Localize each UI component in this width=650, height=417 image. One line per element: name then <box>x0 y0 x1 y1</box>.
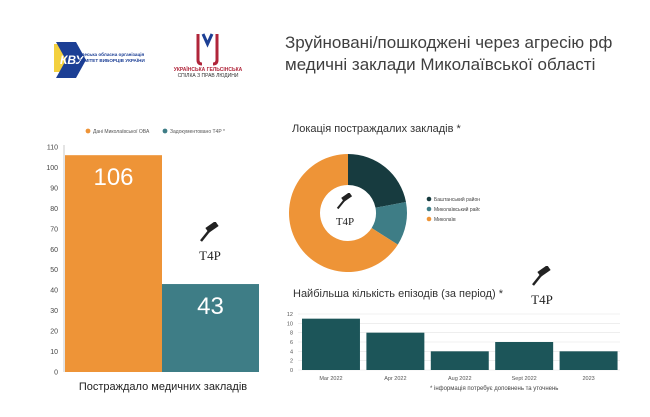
logo1-caption: Одеська обласна організація КОМІТЕТ ВИБО… <box>78 52 168 64</box>
bar-1 <box>65 155 162 372</box>
legend-swatch <box>162 128 168 134</box>
page-title: Зруйновані/пошкоджені через агресію рф м… <box>285 32 635 76</box>
pie-legend-label: Миколаїв <box>434 217 456 223</box>
x-tick-label: Aug 2022 <box>448 376 472 382</box>
logo-blue-shape <box>56 42 86 78</box>
episodes-bar-chart: 0 2 4 6 8 10 12 Mar 2022 Apr 2022 Aug 2022 Sept 20… <box>287 312 620 382</box>
x-tick-label: Mar 2022 <box>319 376 342 382</box>
t4p-label: T4P <box>199 248 221 263</box>
gavel-icon <box>336 192 353 210</box>
y-tick-label: 50 <box>50 267 58 274</box>
logo1-line2: КОМІТЕТ ВИБОРЦІВ УКРАЇНИ <box>78 58 145 63</box>
location-donut-chart: Баштанський район Миколаївський район Мико… <box>289 154 480 272</box>
episode-bar-4 <box>495 342 554 370</box>
pie-chart-title: Локація постраждалих закладів * <box>292 123 461 135</box>
logo1-line1: Одеська обласна організація <box>78 52 145 57</box>
y-tick-label: 0 <box>290 368 293 374</box>
title-line2: медичні заклади Миколаївської області <box>285 55 596 74</box>
y-tick-label: 60 <box>50 247 58 254</box>
x-axis-label: Постраждало медичних закладів <box>79 381 247 393</box>
pie-legend-swatch <box>426 216 432 222</box>
logo2-line1: УКРАЇНСЬКА ГЕЛЬСІНСЬКА <box>173 67 243 73</box>
y-tick-label: 70 <box>50 226 58 233</box>
episode-bar-3 <box>430 351 489 370</box>
y-tick-label: 10 <box>287 321 293 327</box>
t4p-badge-left: T4P <box>190 221 230 263</box>
footnote: * інформація потребує доповнень та уточн… <box>430 386 559 392</box>
donut-slice-1 <box>348 154 406 208</box>
y-tick-label: 90 <box>50 185 58 192</box>
y-tick-label: 4 <box>290 349 293 355</box>
y-tick-label: 30 <box>50 308 58 315</box>
logo-monogram: КВУ <box>60 53 84 67</box>
y-tick-label: 8 <box>290 331 293 337</box>
y-tick-label: 2 <box>290 359 293 365</box>
legend-label: Дані Миколаївської ОВА <box>93 129 150 135</box>
bar-2 <box>162 284 259 372</box>
t4p-badge-right: T4P <box>522 265 562 307</box>
y-tick-label: 0 <box>54 370 58 377</box>
episode-bar-1 <box>302 318 360 370</box>
legend-swatch <box>85 128 91 134</box>
pie-legend-swatch <box>426 196 432 202</box>
helsinki-union-logo <box>196 33 219 66</box>
t4p-badge-pie: T4P <box>330 192 360 228</box>
episode-bar-2 <box>366 332 425 370</box>
logo2-line2: СПІЛКА З ПРАВ ЛЮДИНИ <box>177 73 239 79</box>
donut-slice-3 <box>289 154 398 272</box>
logo2-caption: УКРАЇНСЬКА ГЕЛЬСІНСЬКА СПІЛКА З ПРАВ ЛЮД… <box>170 67 246 79</box>
y-tick-label: 100 <box>46 165 58 172</box>
voters-committee-logo: КВУ <box>54 42 86 78</box>
gavel-icon <box>200 221 219 242</box>
y-tick-label: 6 <box>290 340 293 346</box>
x-tick-label: Sept 2022 <box>512 376 537 382</box>
bar-value-label: 106 <box>93 164 133 191</box>
y-tick-label: 10 <box>50 349 58 356</box>
title-line1: Зруйновані/пошкоджені через агресію рф <box>285 33 613 52</box>
gavel-icon <box>532 265 551 286</box>
bar-value-label: 43 <box>197 293 224 320</box>
episode-bar-5 <box>559 351 618 370</box>
episodes-chart-title: Найбільша кількість епізодів (за період)… <box>293 288 503 300</box>
t4p-label: T4P <box>335 216 355 228</box>
pie-legend-swatch <box>426 206 432 212</box>
y-tick-label: 12 <box>287 312 293 318</box>
donut-slice-2 <box>371 201 407 245</box>
y-tick-label: 20 <box>50 329 58 336</box>
x-tick-label: 2023 <box>582 376 594 382</box>
t4p-label: T4P <box>531 292 553 307</box>
pie-legend-label: Баштанський район <box>434 196 480 203</box>
pie-legend-label: Миколаївський район <box>434 206 480 213</box>
damaged-facilities-bar-chart: Дані Миколаївської ОВА Задокументовано T4… <box>46 128 259 393</box>
legend-label: Задокументовано T4P * <box>170 129 225 135</box>
y-tick-label: 80 <box>50 206 58 213</box>
y-tick-label: 110 <box>47 145 58 152</box>
y-tick-label: 40 <box>50 288 58 295</box>
x-tick-label: Apr 2022 <box>384 376 406 382</box>
